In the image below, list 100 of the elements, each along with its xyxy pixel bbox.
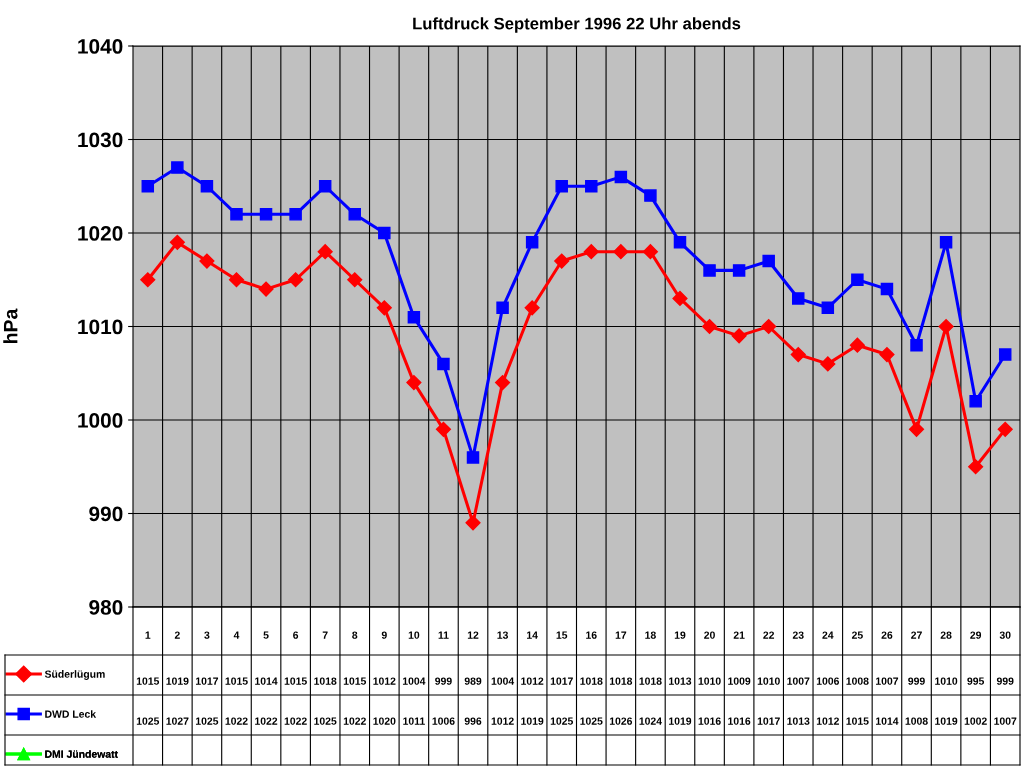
data-label: 1018 [609, 677, 633, 685]
data-label: 1025 [550, 717, 574, 725]
data-label: 1012 [491, 717, 514, 725]
data-label: 1007 [994, 717, 1017, 725]
point [820, 356, 836, 372]
x-tick-label: 23 [792, 631, 804, 639]
data-label: 1016 [698, 717, 721, 725]
data-label: 1011 [403, 717, 425, 725]
x-tick-label: 29 [970, 631, 982, 639]
point [407, 310, 421, 324]
x-tick-label: 18 [645, 631, 656, 639]
x-tick-label: 16 [586, 631, 597, 639]
point [406, 375, 422, 391]
data-label: 1020 [373, 717, 396, 725]
data-label: 999 [908, 677, 925, 685]
data-label: 999 [435, 677, 452, 685]
point [466, 451, 480, 464]
point [318, 179, 332, 193]
chart-title: Luftdruck September 1996 22 Uhr abends [413, 17, 741, 33]
x-tick-label: 17 [615, 631, 627, 639]
data-label: 1017 [195, 677, 219, 685]
point [496, 301, 509, 315]
point [583, 244, 599, 260]
x-tick-label: 25 [851, 631, 863, 639]
x-tick-label: 22 [763, 631, 775, 639]
x-tick-label: 4 [233, 631, 240, 639]
point [791, 292, 805, 305]
point [761, 318, 777, 335]
data-label: 1017 [757, 717, 780, 725]
data-label: 1025 [136, 717, 160, 725]
point [821, 301, 835, 315]
data-label: 1014 [876, 717, 899, 725]
data-label: 1022 [225, 717, 248, 725]
point [171, 161, 184, 174]
y-tick-label: 1030 [78, 132, 123, 148]
point [673, 236, 687, 249]
data-label: 1018 [580, 677, 603, 685]
x-tick-label: 27 [911, 631, 922, 639]
point [437, 357, 450, 371]
y-tick-label: 1000 [78, 413, 123, 428]
legend-label: DWD Leck [45, 710, 97, 718]
x-tick-label: 15 [556, 631, 568, 639]
point [969, 395, 982, 408]
data-label: 1006 [432, 717, 455, 725]
y-axis-title: hPa [3, 308, 18, 343]
data-label: 1010 [757, 677, 780, 685]
data-label: 1015 [136, 677, 160, 685]
point [524, 300, 540, 316]
x-tick-label: 10 [408, 631, 420, 639]
point [228, 272, 245, 288]
data-label: 1013 [787, 717, 810, 725]
point [317, 244, 333, 260]
point [790, 346, 806, 363]
data-label: 1013 [669, 677, 692, 685]
data-label: 1007 [787, 677, 810, 685]
point [997, 421, 1013, 437]
data-label: 1004 [402, 677, 426, 685]
data-label: 1024 [639, 717, 662, 725]
data-label: 1022 [284, 717, 307, 725]
x-tick-label: 12 [467, 631, 479, 639]
data-label: 1025 [580, 717, 603, 725]
point [347, 272, 363, 288]
x-tick-label: 7 [322, 631, 328, 639]
point [613, 244, 629, 260]
data-label: 1026 [609, 717, 633, 725]
point [585, 179, 598, 193]
point [880, 282, 894, 296]
legend-label: Süderlügum [44, 670, 105, 680]
data-label: 1014 [255, 677, 278, 685]
point [998, 348, 1012, 361]
data-label: 1025 [314, 717, 337, 725]
point [851, 273, 864, 287]
x-tick-label: 6 [293, 631, 299, 639]
data-label: 1015 [284, 677, 307, 685]
point [258, 281, 274, 297]
data-label: 1022 [255, 717, 278, 725]
x-tick-label: 30 [999, 631, 1011, 639]
point [849, 337, 865, 353]
data-label: 1019 [669, 717, 692, 725]
point [525, 236, 539, 249]
point [200, 179, 214, 193]
data-label: 1008 [846, 677, 869, 685]
data-label: 1022 [343, 717, 366, 725]
point [288, 272, 304, 288]
data-label: 989 [464, 677, 482, 685]
point [701, 318, 718, 335]
data-label: 1019 [935, 717, 958, 725]
point [199, 253, 215, 269]
point [141, 179, 155, 193]
data-label: 1027 [166, 717, 189, 725]
data-label: 1017 [550, 677, 573, 685]
point [230, 208, 243, 221]
point [672, 290, 688, 307]
data-label: 1006 [816, 677, 840, 685]
point [465, 515, 481, 531]
x-tick-label: 24 [822, 631, 834, 639]
x-tick-label: 3 [204, 631, 210, 639]
point [555, 179, 568, 193]
data-label: 1010 [698, 677, 721, 685]
y-tick-label: 1040 [78, 39, 123, 54]
